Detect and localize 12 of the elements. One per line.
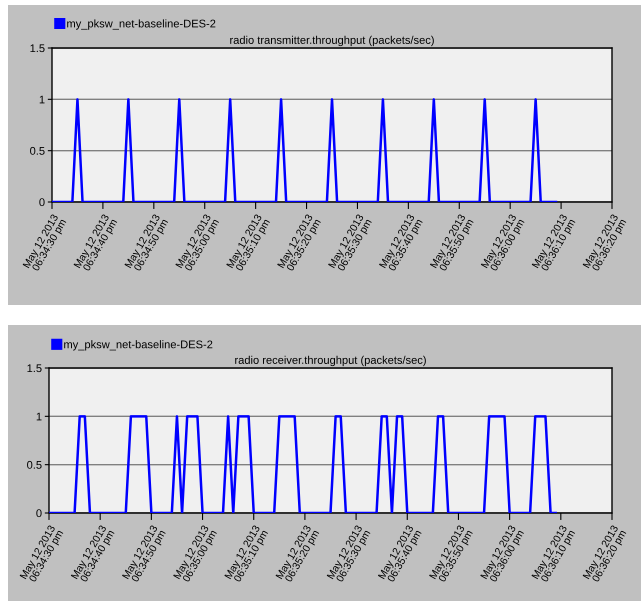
legend-label: my_pksw_net-baseline-DES-2 <box>67 19 216 30</box>
y-tick-label: 1 <box>36 412 42 420</box>
y-tick-label: 1 <box>40 96 45 104</box>
y-tick-label: 1.5 <box>27 364 42 372</box>
legend-label: my_pksw_net-baseline-DES-2 <box>64 340 212 351</box>
y-tick-label: 0 <box>39 198 45 206</box>
y-tick-label: 0.5 <box>30 146 45 155</box>
y-tick-label: 0.5 <box>27 460 42 469</box>
y-tick-label: 0 <box>36 509 42 518</box>
chart-title: radio receiver.throughput (packets/sec) <box>235 356 426 366</box>
y-tick-label: 1.5 <box>30 44 45 52</box>
chart-title: radio transmitter.throughput (packets/sec) <box>230 36 434 46</box>
